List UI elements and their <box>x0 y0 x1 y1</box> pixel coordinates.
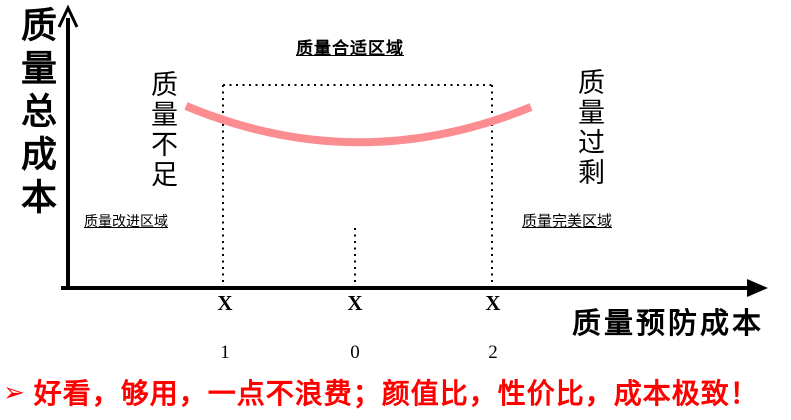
perfection-zone-label: 质量完美区域 <box>522 214 613 230</box>
tick-x2-subscript: 2 <box>488 342 498 364</box>
x-axis-label: 质量预防成本 <box>572 308 765 340</box>
total-cost-curve <box>184 102 533 147</box>
tick-x1-letter: X <box>217 291 233 315</box>
tick-x0: X 0 <box>333 291 377 364</box>
quality-insufficient-label: 质量不足 <box>147 70 177 190</box>
improvement-zone-label: 质量改进区域 <box>84 215 168 230</box>
slogan-line: ➢ 好看，够用，一点不浪费；颜值比，性价比，成本极致！ <box>3 372 791 412</box>
x-axis-arrowhead-icon <box>747 279 768 297</box>
tick-x2-letter: X <box>485 291 501 315</box>
tick-x2: X 2 <box>471 291 515 364</box>
y-axis-arrowhead-icon <box>57 4 79 28</box>
tick-x0-letter: X <box>347 291 363 315</box>
y-axis-label: 质量总成本 <box>16 6 57 221</box>
arrow-bullet-icon: ➢ <box>3 376 26 407</box>
tick-x1-subscript: 1 <box>220 342 230 364</box>
tick-x0-subscript: 0 <box>350 342 360 364</box>
suitable-zone-label: 质量合适区域 <box>296 39 404 58</box>
quality-excess-label: 质量过剩 <box>574 68 604 188</box>
tick-x1: X 1 <box>203 291 247 364</box>
slogan-text: 好看，够用，一点不浪费；颜值比，性价比，成本极致！ <box>33 378 759 409</box>
